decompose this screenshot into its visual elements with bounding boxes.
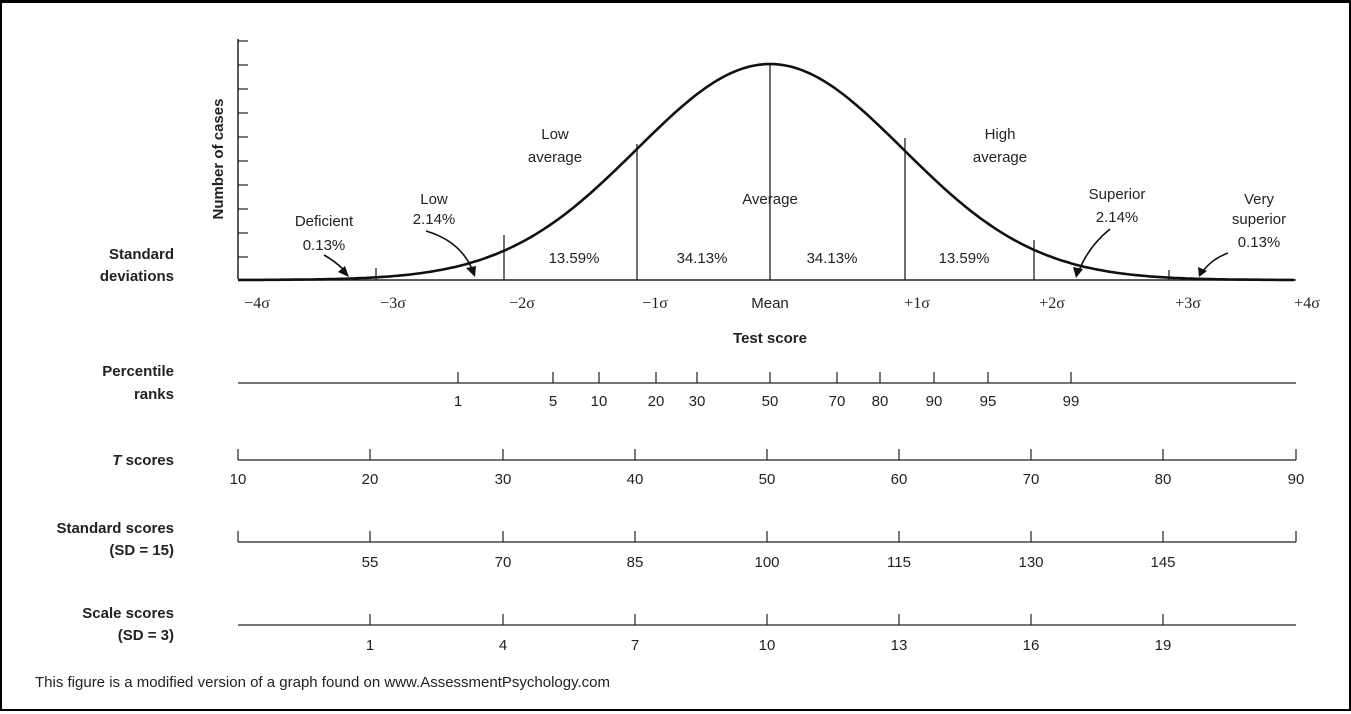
svg-text:superior: superior xyxy=(1232,211,1286,228)
sd-label-mean: Mean xyxy=(751,295,789,312)
arrow-very-superior xyxy=(1202,252,1229,272)
svg-text:0.13%: 0.13% xyxy=(303,237,346,254)
y-axis-ticks xyxy=(238,40,248,258)
percentile-title: Percentile xyxy=(102,363,174,380)
standard-score-label: 55 xyxy=(362,554,379,571)
sd-label-plus2: +2σ xyxy=(1039,295,1065,312)
region-average: Average 34.13% 34.13% xyxy=(677,191,858,267)
t-score-label: 60 xyxy=(891,471,908,488)
standard-score-label: 145 xyxy=(1150,554,1175,571)
svg-text:average: average xyxy=(528,149,582,166)
arrowhead-very-superior xyxy=(1198,267,1207,277)
svg-text:Very: Very xyxy=(1244,191,1275,208)
region-very-superior: Very superior 0.13% xyxy=(1232,191,1286,251)
sd-labels: −4σ −3σ −2σ −1σ Mean +1σ +2σ +3σ +4σ xyxy=(244,295,1320,312)
t-score-label: 50 xyxy=(759,471,776,488)
t-score-label: 30 xyxy=(495,471,512,488)
t-score-label: 70 xyxy=(1023,471,1040,488)
normal-curve-diagram: Number of cases Deficient 0.13% Low 2.14… xyxy=(56,39,1320,654)
y-axis-label: Number of cases xyxy=(210,99,227,220)
percentile-label: 20 xyxy=(648,393,665,410)
svg-text:13.59%: 13.59% xyxy=(939,250,990,267)
scale-score-label: 10 xyxy=(759,637,776,654)
svg-text:0.13%: 0.13% xyxy=(1238,234,1281,251)
scale-score-label: 7 xyxy=(631,637,639,654)
sd-row-title-line2: deviations xyxy=(100,268,174,285)
sd-label-plus1: +1σ xyxy=(904,295,930,312)
arrowhead-deficient xyxy=(338,266,349,277)
region-superior: Superior 2.14% xyxy=(1089,186,1146,226)
percentile-label: 1 xyxy=(454,393,462,410)
sd-label-minus2: −2σ xyxy=(509,295,535,312)
source-note: This figure is a modified version of a g… xyxy=(35,674,610,691)
svg-text:34.13%: 34.13% xyxy=(807,250,858,267)
sd-label-minus4: −4σ xyxy=(244,295,270,312)
percentile-label: 30 xyxy=(689,393,706,410)
t-scores-title: T scores xyxy=(112,452,174,469)
standard-score-label: 85 xyxy=(627,554,644,571)
svg-text:Superior: Superior xyxy=(1089,186,1146,203)
scale-score-label: 16 xyxy=(1023,637,1040,654)
t-score-label: 90 xyxy=(1288,471,1305,488)
sd-label-minus3: −3σ xyxy=(380,295,406,312)
sd-label-minus1: −1σ xyxy=(642,295,668,312)
percentile-label: 90 xyxy=(926,393,943,410)
svg-text:Deficient: Deficient xyxy=(295,213,354,230)
percentile-title-line2: ranks xyxy=(134,386,174,403)
svg-text:2.14%: 2.14% xyxy=(1096,209,1139,226)
t-score-label: 10 xyxy=(230,471,247,488)
scale-score-label: 1 xyxy=(366,637,374,654)
svg-text:13.59%: 13.59% xyxy=(549,250,600,267)
svg-text:High: High xyxy=(985,126,1016,143)
percentile-label: 95 xyxy=(980,393,997,410)
standard-score-label: 130 xyxy=(1018,554,1043,571)
arrowhead-low xyxy=(466,266,476,277)
svg-text:Average: Average xyxy=(742,191,798,208)
scale-score-label: 19 xyxy=(1155,637,1172,654)
arrowhead-superior xyxy=(1073,267,1083,278)
sd-label-plus3: +3σ xyxy=(1175,295,1201,312)
standard-scores-title: Standard scores xyxy=(56,520,174,537)
percentile-label: 70 xyxy=(829,393,846,410)
standard-score-label: 115 xyxy=(887,554,911,571)
svg-text:2.14%: 2.14% xyxy=(413,211,456,228)
percentile-label: 50 xyxy=(762,393,779,410)
scale-scores-title-line2: (SD = 3) xyxy=(118,627,174,644)
arrow-low xyxy=(425,230,473,270)
svg-text:Low: Low xyxy=(541,126,569,143)
scale-score-label: 4 xyxy=(499,637,507,654)
standard-scores-title-line2: (SD = 15) xyxy=(109,542,174,559)
arrow-deficient xyxy=(323,254,346,272)
scale-standard-scores: Standard scores (SD = 15) 55 70 85 100 1… xyxy=(56,520,1297,571)
percentile-label: 5 xyxy=(549,393,557,410)
sd-row-title: Standard xyxy=(109,246,174,263)
region-deficient: Deficient 0.13% xyxy=(295,213,354,254)
region-high-average: High average 13.59% xyxy=(939,126,1028,267)
percentile-label: 80 xyxy=(872,393,889,410)
svg-text:average: average xyxy=(973,149,1027,166)
region-low: Low 2.14% xyxy=(413,191,456,228)
standard-score-label: 100 xyxy=(754,554,779,571)
svg-text:34.13%: 34.13% xyxy=(677,250,728,267)
scale-percentile-ranks: Percentile ranks 1 5 10 20 30 50 70 80 9… xyxy=(102,363,1296,410)
percentile-label: 10 xyxy=(591,393,608,410)
sd-label-plus4: +4σ xyxy=(1294,295,1320,312)
scale-scores-title: Scale scores xyxy=(82,605,174,622)
scale-t-scores: T scores 10 20 30 40 50 60 70 80 90 xyxy=(112,449,1304,488)
percentile-label: 99 xyxy=(1063,393,1080,410)
standard-score-label: 70 xyxy=(495,554,512,571)
t-score-label: 20 xyxy=(362,471,379,488)
scale-scale-scores: Scale scores (SD = 3) 1 4 7 10 13 16 19 xyxy=(82,605,1296,654)
region-low-average: Low average 13.59% xyxy=(528,126,600,267)
sd-divider-lines xyxy=(375,64,1170,280)
t-score-label: 80 xyxy=(1155,471,1172,488)
arrow-superior xyxy=(1078,228,1111,272)
t-score-label: 40 xyxy=(627,471,644,488)
scale-score-label: 13 xyxy=(891,637,908,654)
svg-text:Low: Low xyxy=(420,191,448,208)
bell-curve xyxy=(238,62,1294,282)
x-axis-title: Test score xyxy=(733,330,807,347)
